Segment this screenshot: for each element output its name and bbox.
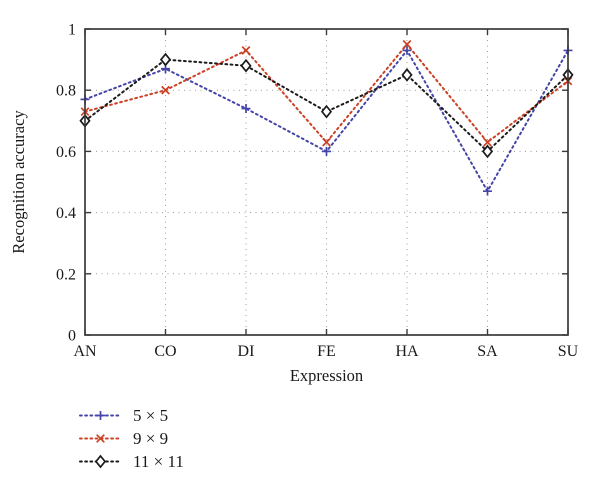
legend-marker-11x11-icon <box>79 454 122 469</box>
series-line-x <box>84 42 569 144</box>
legend-item-5x5: 5 × 5 <box>78 406 184 425</box>
marker-x <box>322 137 331 147</box>
marker-plus <box>483 186 492 196</box>
legend-marker-5x5-icon <box>79 411 122 420</box>
x-tick-label: HA <box>395 343 419 360</box>
marker-plus <box>322 146 331 156</box>
y-tick-label: 0.6 <box>56 144 76 161</box>
marker-x <box>402 39 412 49</box>
chart-legend: 5 × 5 9 × 9 11 × 11 <box>78 406 184 471</box>
x-tick-label: FE <box>317 343 336 360</box>
marker-diamond <box>481 144 494 159</box>
x-tick-label: AN <box>73 343 97 360</box>
y-axis-label: Recognition accuracy <box>9 110 28 254</box>
x-tick-label: SA <box>477 343 498 360</box>
marker-diamond <box>159 52 172 67</box>
marker-diamond <box>240 58 252 73</box>
marker-x <box>161 85 170 95</box>
y-tick-label: 0.2 <box>56 266 76 283</box>
chart-canvas: AN CO DI FE HA SA SU 0 0.2 0.4 0.6 0.8 1 Expression Re… <box>9 22 579 386</box>
y-tick-label: 1 <box>68 22 76 39</box>
x-tick-label: DI <box>238 343 255 360</box>
legend-item-9x9: 9 × 9 <box>78 429 184 448</box>
legend-label-5x5: 5 × 5 <box>133 406 169 425</box>
plot-border <box>84 28 569 336</box>
y-tick-label: 0 <box>68 328 76 345</box>
legend-label-11x11: 11 × 11 <box>133 452 184 471</box>
marker-diamond <box>401 68 413 82</box>
legend-label-9x9: 9 × 9 <box>133 429 169 448</box>
legend-marker-9x9-icon <box>79 434 122 443</box>
marker-diamond <box>320 104 333 119</box>
x-tick-label: SU <box>558 343 579 360</box>
marker-plus <box>402 45 412 55</box>
marker-x <box>96 434 105 443</box>
marker-diamond <box>94 454 107 469</box>
series-line-plus <box>84 48 569 194</box>
y-tick-label: 0.4 <box>56 205 76 222</box>
y-tick-label: 0.8 <box>56 83 76 100</box>
marker-x <box>483 137 492 147</box>
marker-plus <box>96 411 105 420</box>
x-tick-label: CO <box>154 343 176 360</box>
x-axis-label: Expression <box>290 366 363 385</box>
marker-plus <box>241 104 251 114</box>
legend-item-11x11: 11 × 11 <box>78 452 184 471</box>
marker-x <box>241 46 251 55</box>
